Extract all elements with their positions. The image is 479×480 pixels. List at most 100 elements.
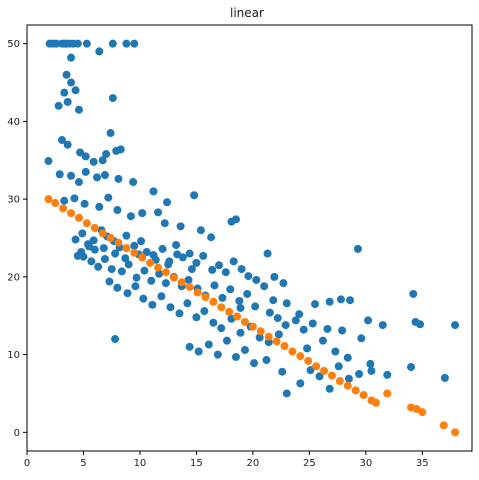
data-point [367, 366, 376, 375]
data-point [409, 289, 418, 298]
data-point [104, 193, 113, 202]
data-point [213, 350, 222, 359]
data-point [225, 307, 234, 316]
data-point [100, 171, 109, 180]
data-point [172, 241, 181, 249]
data-point [204, 340, 213, 349]
data-point [233, 312, 242, 321]
data-point [121, 254, 130, 263]
data-point [336, 295, 345, 304]
data-point [325, 297, 334, 306]
data-point [99, 244, 108, 253]
data-point [251, 302, 260, 311]
data-point [221, 268, 230, 277]
data-point [71, 86, 80, 95]
data-point [296, 379, 305, 388]
data-point [209, 318, 218, 327]
data-point [78, 229, 87, 238]
data-point [60, 88, 69, 97]
data-point [281, 321, 290, 330]
data-point [169, 273, 178, 282]
data-point [114, 238, 123, 247]
data-point [255, 333, 264, 342]
data-point [185, 249, 194, 258]
data-point [111, 335, 120, 344]
data-point [325, 384, 334, 393]
data-point [70, 194, 79, 203]
data-point [315, 372, 324, 381]
data-point [215, 261, 224, 270]
data-point [131, 282, 140, 291]
data-point [378, 321, 387, 330]
data-point [60, 196, 69, 205]
data-point [194, 347, 203, 356]
data-point [346, 296, 355, 305]
data-point [296, 352, 305, 361]
x-tick-label: 25 [303, 458, 316, 469]
data-point [280, 342, 289, 351]
data-point [108, 94, 117, 103]
data-point [288, 347, 297, 356]
data-point [200, 307, 209, 316]
data-point [95, 202, 104, 211]
data-point [372, 398, 380, 407]
data-point [123, 289, 132, 298]
data-point [184, 275, 193, 284]
data-point [262, 356, 271, 365]
data-point [122, 244, 131, 253]
data-point [208, 265, 217, 274]
data-point [269, 296, 278, 305]
y-tick-label: 0 [14, 428, 20, 439]
data-point [105, 277, 114, 286]
data-point [440, 373, 449, 382]
data-point [139, 294, 148, 303]
data-point [236, 328, 245, 337]
x-tick-label: 20 [247, 458, 260, 469]
data-point [217, 324, 226, 333]
data-point [308, 319, 317, 328]
data-point [304, 356, 313, 365]
data-point [147, 276, 156, 285]
data-point [67, 209, 76, 218]
data-point [364, 316, 373, 325]
x-tick-label: 10 [134, 458, 147, 469]
data-point [154, 208, 163, 217]
data-point [250, 359, 259, 368]
data-point [137, 237, 146, 246]
axes: 0 5 10 15 20 25 30 35 0 10 20 30 40 50 [7, 24, 473, 469]
y-tick-label: 20 [7, 272, 20, 283]
data-point [130, 248, 139, 257]
data-point [74, 105, 83, 114]
data-point [199, 251, 208, 260]
data-point [418, 408, 427, 417]
data-point [291, 316, 300, 325]
data-point [80, 199, 89, 208]
data-point [282, 389, 291, 398]
data-point [82, 39, 91, 48]
data-point [98, 229, 107, 238]
data-point [318, 336, 327, 345]
data-point [312, 362, 321, 371]
data-point [67, 78, 76, 87]
data-point [183, 299, 192, 308]
data-point [311, 300, 320, 309]
data-point [67, 171, 76, 180]
data-point [106, 129, 115, 138]
data-point [303, 344, 312, 353]
data-point [407, 363, 416, 372]
x-tick-label: 0 [24, 458, 30, 469]
data-point [383, 370, 392, 379]
y-tick-label: 40 [7, 117, 20, 128]
data-point [237, 265, 246, 274]
data-point [44, 157, 53, 166]
data-point [138, 253, 147, 262]
series-2 [44, 195, 460, 437]
data-point [282, 299, 291, 308]
data-point [222, 336, 231, 345]
data-point [95, 47, 104, 56]
x-tick-label: 30 [359, 458, 372, 469]
data-point [260, 282, 269, 291]
data-point [161, 268, 170, 277]
data-point [163, 198, 172, 207]
